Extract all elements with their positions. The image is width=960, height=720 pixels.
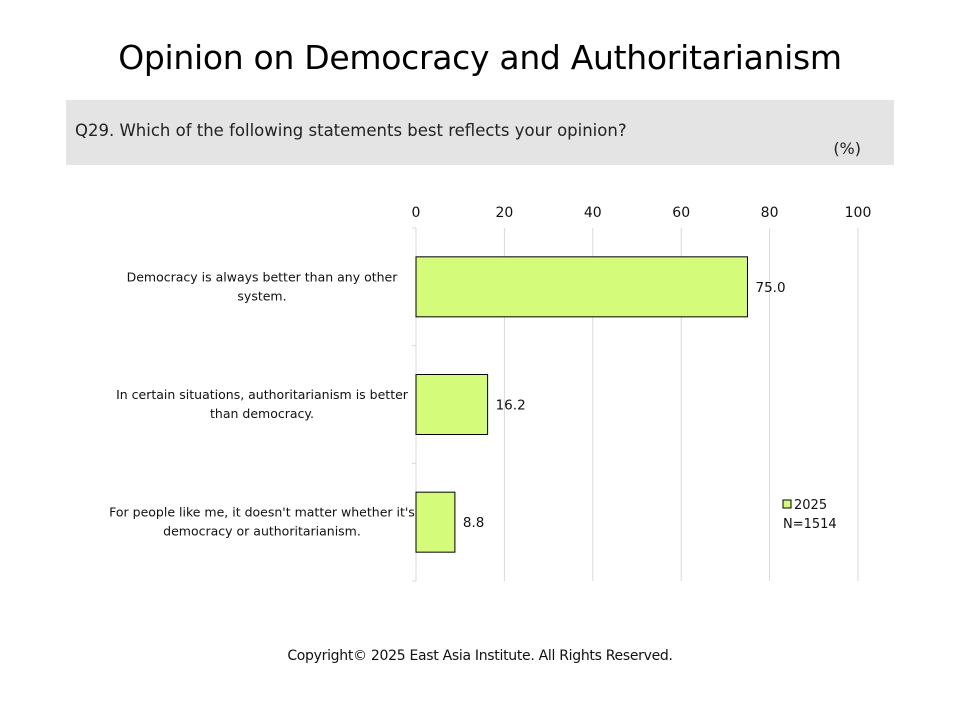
- copyright-notice: Copyright© 2025 East Asia Institute. All…: [287, 648, 673, 664]
- category-label: democracy or authoritarianism.: [163, 524, 361, 539]
- unit-label: (%): [833, 139, 861, 158]
- question-text: Q29. Which of the following statements b…: [75, 121, 627, 140]
- x-tick-label: 80: [761, 205, 779, 221]
- category-label: In certain situations, authoritarianism …: [116, 387, 409, 402]
- legend-note: N=1514: [783, 517, 837, 532]
- x-tick-label: 100: [845, 205, 872, 221]
- data-label: 8.8: [463, 515, 484, 531]
- x-tick-label: 20: [495, 205, 513, 221]
- legend-swatch: [782, 499, 792, 509]
- data-label: 16.2: [496, 398, 526, 414]
- x-tick-label: 40: [584, 205, 602, 221]
- category-label: For people like me, it doesn't matter wh…: [109, 505, 415, 520]
- bar: [415, 491, 456, 553]
- category-label: Democracy is always better than any othe…: [127, 269, 399, 284]
- question-box: Q29. Which of the following statements b…: [66, 100, 894, 165]
- bar: [415, 374, 489, 435]
- x-tick-label: 0: [412, 205, 421, 221]
- chart-title: Opinion on Democracy and Authoritarianis…: [118, 38, 842, 77]
- x-tick-label: 60: [672, 205, 690, 221]
- legend-label: 2025: [794, 498, 827, 513]
- bar: [415, 256, 748, 318]
- category-label: than democracy.: [210, 406, 314, 421]
- category-label: system.: [237, 288, 286, 303]
- data-label: 75.0: [756, 280, 786, 296]
